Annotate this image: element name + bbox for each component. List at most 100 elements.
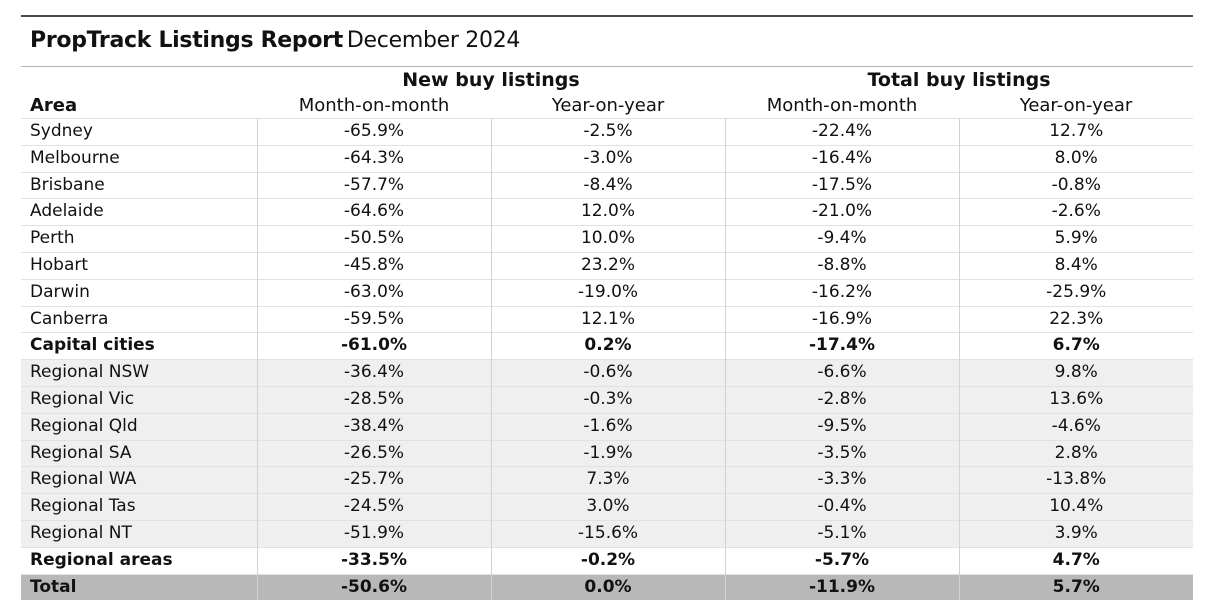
cell-total-mom: -9.5% (725, 412, 960, 441)
cell-new-yoy: 23.2% (491, 251, 726, 280)
top-rule (21, 15, 1193, 17)
title-divider (21, 66, 1193, 67)
column-header-new-yoy: Year-on-year (551, 95, 665, 116)
cell-area: Darwin (21, 278, 258, 307)
cell-new-mom: -28.5% (257, 385, 492, 414)
cell-new-mom: -36.4% (257, 359, 492, 387)
cell-total-mom: -5.7% (725, 546, 960, 575)
cell-total-mom: -8.8% (725, 251, 960, 280)
cell-new-yoy: 12.1% (491, 305, 726, 333)
table-row: Regional Qld -38.4% -1.6% -9.5% -4.6% (21, 412, 1193, 441)
cell-total-yoy: 5.9% (959, 225, 1193, 253)
cell-area: Total (21, 573, 258, 601)
cell-total-yoy: 3.9% (959, 519, 1193, 548)
table-row: Total -50.6% 0.0% -11.9% 5.7% (21, 573, 1193, 601)
listings-table: Sydney -65.9% -2.5% -22.4% 12.7% Melbourne -64… (21, 118, 1193, 601)
report-title-brand: PropTrack Listings Report (30, 28, 343, 53)
table-row: Hobart -45.8% 23.2% -8.8% 8.4% (21, 251, 1193, 280)
cell-total-mom: -17.4% (725, 332, 960, 360)
cell-new-mom: -24.5% (257, 493, 492, 521)
table-row: Regional NSW -36.4% -0.6% -6.6% 9.8% (21, 359, 1193, 387)
cell-new-mom: -45.8% (257, 251, 492, 280)
cell-total-yoy: 13.6% (959, 385, 1193, 414)
listings-table-body: Sydney -65.9% -2.5% -22.4% 12.7% Melbourne -64… (21, 118, 1193, 601)
group-header-total-buy: Total buy listings (867, 69, 1051, 91)
cell-new-yoy: -0.3% (491, 385, 726, 414)
cell-area: Regional areas (21, 546, 258, 575)
cell-new-mom: -51.9% (257, 519, 492, 548)
table-row: Perth -50.5% 10.0% -9.4% 5.9% (21, 225, 1193, 253)
cell-total-yoy: 4.7% (959, 546, 1193, 575)
cell-new-yoy: -8.4% (491, 171, 726, 199)
cell-total-mom: -3.3% (725, 466, 960, 494)
cell-new-yoy: 0.0% (491, 573, 726, 601)
cell-new-mom: -61.0% (257, 332, 492, 360)
cell-area: Brisbane (21, 171, 258, 199)
cell-total-yoy: 12.7% (959, 118, 1193, 146)
cell-total-yoy: -0.8% (959, 171, 1193, 199)
cell-new-mom: -25.7% (257, 466, 492, 494)
table-row: Brisbane -57.7% -8.4% -17.5% -0.8% (21, 171, 1193, 199)
cell-total-yoy: 5.7% (959, 573, 1193, 601)
cell-new-yoy: -1.9% (491, 439, 726, 467)
cell-total-mom: -16.2% (725, 278, 960, 307)
cell-area: Perth (21, 225, 258, 253)
cell-total-yoy: 8.0% (959, 144, 1193, 173)
cell-total-yoy: 22.3% (959, 305, 1193, 333)
report-title: PropTrack Listings Report December 2024 (30, 28, 520, 53)
cell-new-yoy: 7.3% (491, 466, 726, 494)
cell-total-yoy: 2.8% (959, 439, 1193, 467)
cell-new-yoy: 12.0% (491, 198, 726, 226)
cell-new-mom: -50.5% (257, 225, 492, 253)
cell-area: Regional Qld (21, 412, 258, 441)
cell-new-yoy: -1.6% (491, 412, 726, 441)
cell-total-yoy: -2.6% (959, 198, 1193, 226)
cell-total-mom: -17.5% (725, 171, 960, 199)
table-row: Regional NT -51.9% -15.6% -5.1% 3.9% (21, 519, 1193, 548)
cell-total-yoy: -13.8% (959, 466, 1193, 494)
table-row: Regional Tas -24.5% 3.0% -0.4% 10.4% (21, 493, 1193, 521)
cell-new-yoy: -15.6% (491, 519, 726, 548)
cell-area: Regional WA (21, 466, 258, 494)
cell-total-yoy: -4.6% (959, 412, 1193, 441)
cell-new-yoy: 3.0% (491, 493, 726, 521)
cell-total-yoy: -25.9% (959, 278, 1193, 307)
cell-total-mom: -16.9% (725, 305, 960, 333)
cell-total-mom: -3.5% (725, 439, 960, 467)
cell-total-mom: -21.0% (725, 198, 960, 226)
table-row: Regional SA -26.5% -1.9% -3.5% 2.8% (21, 439, 1193, 467)
cell-new-yoy: 10.0% (491, 225, 726, 253)
cell-area: Capital cities (21, 332, 258, 360)
cell-total-yoy: 10.4% (959, 493, 1193, 521)
table-row: Darwin -63.0% -19.0% -16.2% -25.9% (21, 278, 1193, 307)
cell-area: Regional NSW (21, 359, 258, 387)
column-header-total-mom: Month-on-month (766, 95, 918, 116)
cell-new-yoy: -3.0% (491, 144, 726, 173)
table-row: Capital cities -61.0% 0.2% -17.4% 6.7% (21, 332, 1193, 360)
cell-new-mom: -63.0% (257, 278, 492, 307)
cell-area: Canberra (21, 305, 258, 333)
cell-area: Sydney (21, 118, 258, 146)
cell-new-mom: -50.6% (257, 573, 492, 601)
cell-area: Regional SA (21, 439, 258, 467)
cell-total-mom: -11.9% (725, 573, 960, 601)
table-row: Sydney -65.9% -2.5% -22.4% 12.7% (21, 118, 1193, 146)
column-header-total-yoy: Year-on-year (1019, 95, 1133, 116)
cell-new-mom: -64.3% (257, 144, 492, 173)
cell-new-mom: -38.4% (257, 412, 492, 441)
cell-total-mom: -2.8% (725, 385, 960, 414)
cell-total-mom: -0.4% (725, 493, 960, 521)
cell-total-mom: -22.4% (725, 118, 960, 146)
table-row: Regional WA -25.7% 7.3% -3.3% -13.8% (21, 466, 1193, 494)
cell-area: Regional Vic (21, 385, 258, 414)
cell-area: Regional NT (21, 519, 258, 548)
cell-total-mom: -16.4% (725, 144, 960, 173)
cell-new-mom: -65.9% (257, 118, 492, 146)
cell-new-yoy: -2.5% (491, 118, 726, 146)
cell-new-yoy: -19.0% (491, 278, 726, 307)
group-header-new-buy: New buy listings (402, 69, 580, 91)
cell-total-yoy: 9.8% (959, 359, 1193, 387)
cell-new-mom: -26.5% (257, 439, 492, 467)
table-row: Melbourne -64.3% -3.0% -16.4% 8.0% (21, 144, 1193, 173)
cell-new-yoy: -0.2% (491, 546, 726, 575)
